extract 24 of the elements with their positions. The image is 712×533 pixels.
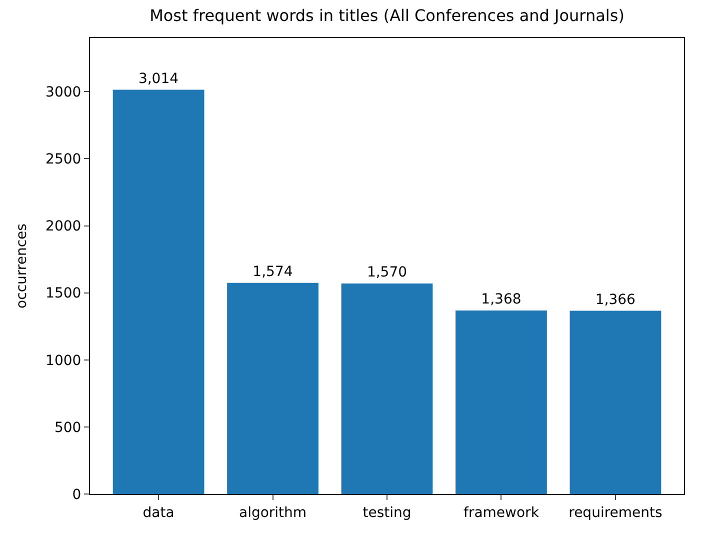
y-tick-label: 3000: [46, 84, 82, 101]
x-tick-label: data: [142, 504, 174, 521]
bar: [227, 282, 318, 494]
data-label: 1,366: [595, 292, 636, 308]
data-label: 1,570: [366, 264, 408, 280]
x-tick-label: algorithm: [238, 504, 307, 521]
x-tick-label: framework: [464, 504, 540, 521]
y-tick-label: 500: [54, 420, 82, 436]
data-label: 3,014: [138, 70, 179, 87]
y-tick-label: 1500: [46, 286, 82, 302]
y-tick-label: 2500: [46, 152, 82, 168]
bar: [341, 283, 433, 494]
x-tick-label: testing: [362, 504, 412, 521]
data-label: 1,368: [481, 292, 522, 308]
bar: [570, 310, 662, 494]
y-tick-label: 2000: [46, 218, 82, 235]
data-label: 1,574: [252, 264, 293, 280]
y-tick-label: 0: [72, 486, 82, 503]
chart-title: Most frequent words in titles (All Conferences and Journals): [150, 6, 624, 26]
y-axis-title: occurrences: [14, 224, 30, 308]
y-tick-label: 1000: [46, 352, 82, 369]
bar: [456, 310, 547, 494]
bar: [112, 90, 204, 494]
x-tick-label: requirements: [568, 504, 662, 521]
